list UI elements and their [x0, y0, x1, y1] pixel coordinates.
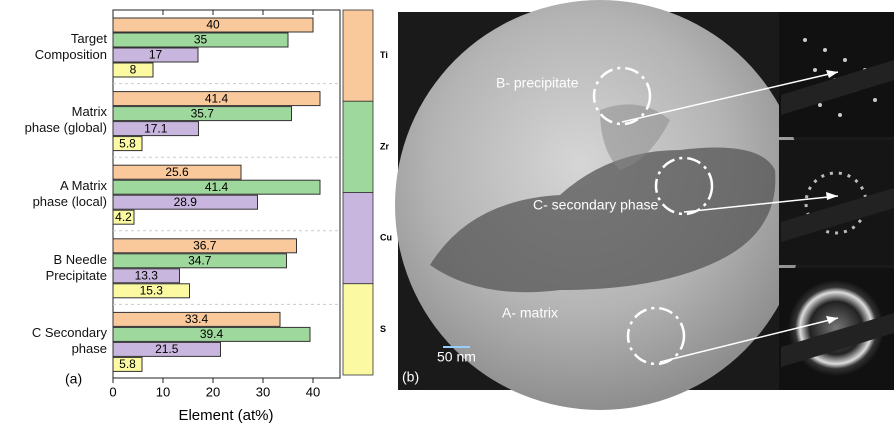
category-label: Matrix phase (global): [0, 104, 107, 136]
legend-swatch: [343, 101, 373, 192]
chart: B- precipitate C- secondary phase A- mat…: [0, 0, 894, 427]
x-tick-label: 30: [256, 384, 270, 399]
legend-swatch: [343, 10, 373, 101]
legend-label: Ti: [380, 50, 388, 60]
category-label: B Needle Precipitate: [0, 252, 107, 284]
value-label: 21.5: [155, 342, 179, 356]
value-label: 25.6: [165, 165, 189, 179]
value-label: 41.4: [205, 91, 229, 105]
scale-bar-label: 50 nm: [437, 349, 476, 365]
category-label: Target Composition: [0, 31, 107, 63]
value-label: 4.2: [115, 210, 132, 224]
value-label: 41.4: [205, 180, 229, 194]
legend-swatch: [343, 284, 373, 375]
panel-label: (a): [65, 371, 82, 387]
annotation: C- secondary phase: [533, 197, 659, 213]
legend-label: Zr: [380, 141, 389, 151]
x-tick-label: 20: [206, 384, 220, 399]
x-tick-label: 0: [109, 384, 116, 399]
value-label: 40: [206, 18, 220, 32]
figure: B- precipitate C- secondary phase A- mat…: [0, 0, 894, 427]
value-label: 17: [149, 48, 163, 62]
annotation: A- matrix: [502, 305, 558, 321]
x-axis-label: Element (at%): [178, 407, 273, 424]
annotation: B- precipitate: [496, 75, 579, 91]
value-label: 35.7: [191, 106, 215, 120]
legend-label: S: [380, 324, 386, 334]
category-label: A Matrix phase (local): [0, 178, 107, 210]
category-label: C Secondary phase: [0, 325, 107, 357]
value-label: 36.7: [193, 238, 217, 252]
value-label: 39.4: [200, 327, 224, 341]
value-label: 17.1: [144, 121, 168, 135]
value-label: 33.4: [185, 312, 209, 326]
x-tick-label: 10: [156, 384, 170, 399]
x-tick-label: 40: [306, 384, 320, 399]
panel-label: (b): [402, 369, 419, 385]
value-label: 8: [130, 63, 137, 77]
value-label: 28.9: [174, 195, 198, 209]
value-label: 15.3: [140, 283, 164, 297]
value-label: 13.3: [135, 268, 159, 282]
value-label: 34.7: [188, 253, 212, 267]
value-label: 35: [194, 33, 208, 47]
value-label: 5.8: [119, 136, 136, 150]
value-label: 5.8: [119, 357, 136, 371]
legend-label: Cu: [380, 233, 392, 243]
legend-swatch: [343, 193, 373, 284]
